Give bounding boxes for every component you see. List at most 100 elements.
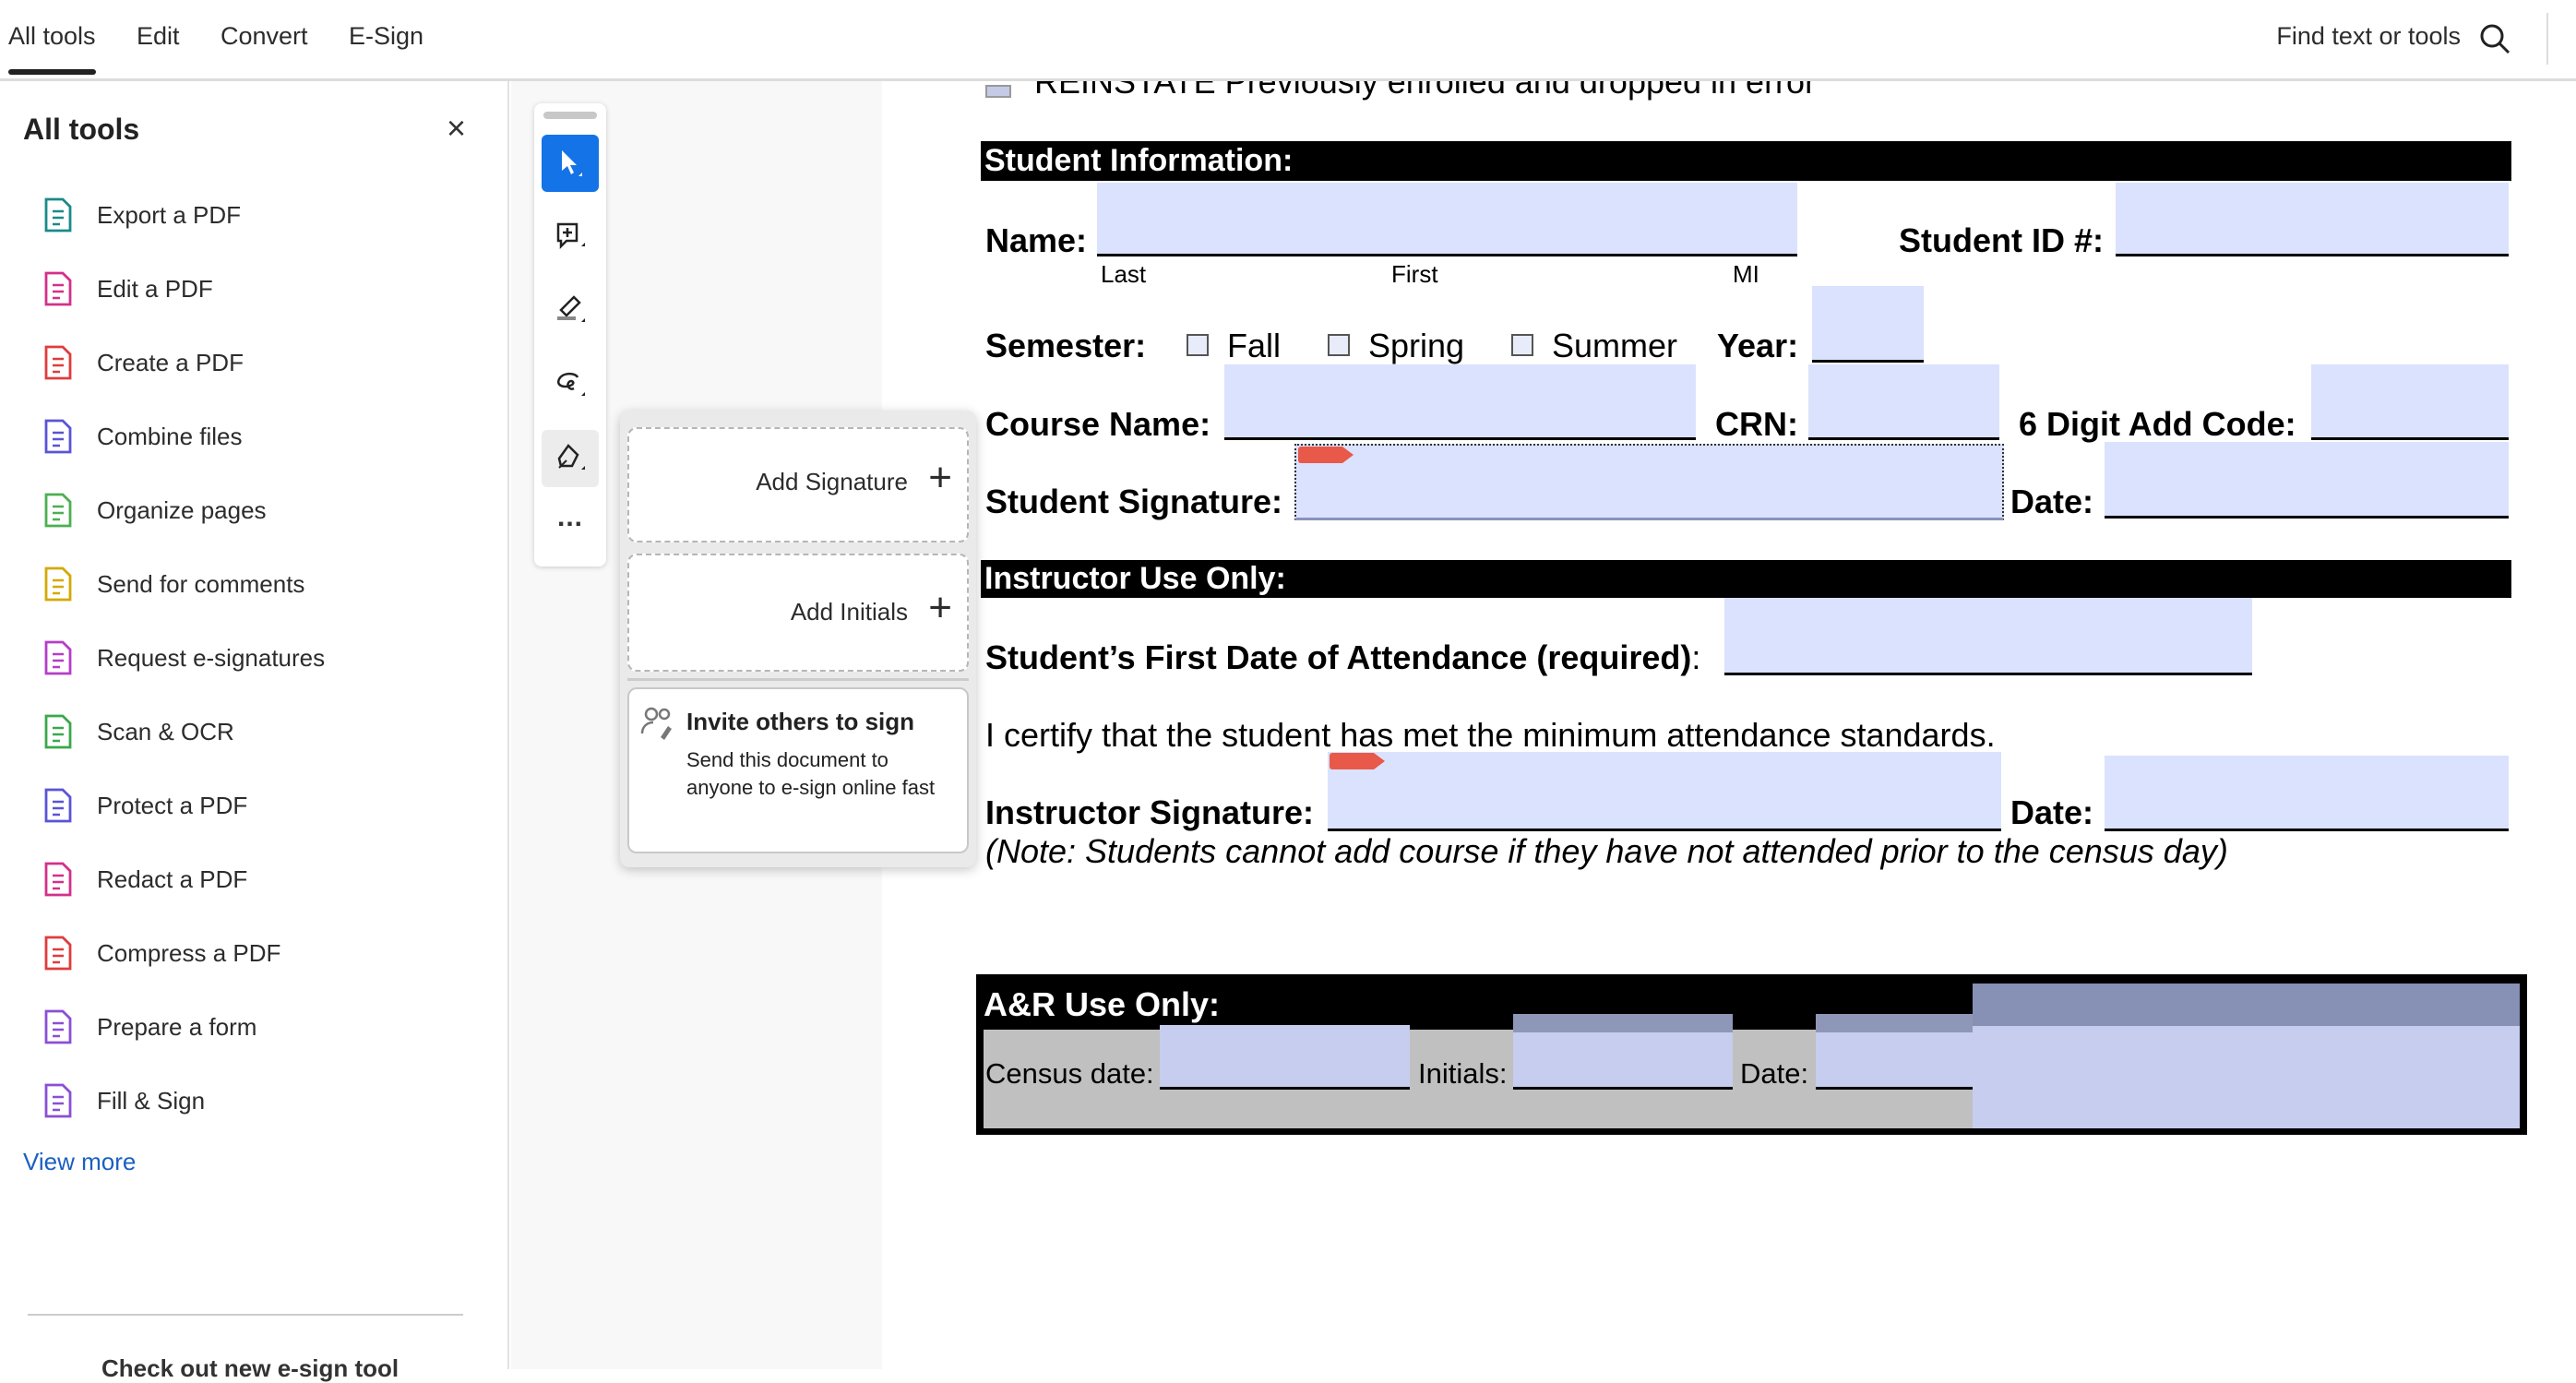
plus-icon: + bbox=[928, 455, 952, 500]
tool-item-create-a-pdf[interactable]: Create a PDF bbox=[41, 335, 244, 390]
tool-item-export-a-pdf[interactable]: Export a PDF bbox=[41, 187, 241, 243]
top-nav-bar: All tools Edit Convert E-Sign Find text … bbox=[0, 0, 2576, 81]
lasso-draw-icon bbox=[556, 372, 585, 396]
ar-extra-field[interactable] bbox=[1973, 984, 2520, 1128]
divider bbox=[2546, 13, 2548, 65]
summer-option[interactable]: Summer bbox=[1511, 327, 1677, 365]
tool-item-protect-a-pdf[interactable]: Protect a PDF bbox=[41, 778, 247, 833]
tool-item-combine-files[interactable]: Combine files bbox=[41, 409, 243, 464]
sign-here-tag bbox=[1298, 447, 1354, 463]
organize-pages-icon bbox=[41, 492, 76, 529]
export-pdf-icon bbox=[41, 197, 76, 233]
edit-pdf-icon bbox=[41, 270, 76, 307]
highlighter-icon bbox=[557, 295, 585, 322]
tool-item-send-for-comments[interactable]: Send for comments bbox=[41, 556, 304, 612]
tool-item-request-e-signatures[interactable]: Request e-signatures bbox=[41, 630, 325, 686]
spring-label: Spring bbox=[1368, 327, 1465, 364]
add-signature-button[interactable]: Add Signature + bbox=[627, 427, 969, 542]
initials-field[interactable] bbox=[1513, 1014, 1733, 1090]
tab-convert[interactable]: Convert bbox=[221, 22, 308, 50]
draw-tool-button[interactable] bbox=[542, 356, 599, 413]
pen-sign-icon bbox=[557, 444, 585, 470]
tool-item-label: Edit a PDF bbox=[97, 274, 213, 303]
certify-text: I certify that the student has met the m… bbox=[985, 716, 1996, 754]
ar-date-field[interactable] bbox=[1816, 1014, 1973, 1090]
close-icon[interactable]: × bbox=[447, 109, 467, 147]
fall-checkbox[interactable] bbox=[1187, 334, 1209, 357]
compress-pdf-icon bbox=[41, 935, 76, 972]
tab-all-tools[interactable]: All tools bbox=[8, 22, 96, 75]
tool-item-label: Create a PDF bbox=[97, 348, 244, 376]
tab-edit[interactable]: Edit bbox=[137, 22, 180, 50]
tab-e-sign[interactable]: E-Sign bbox=[349, 22, 424, 50]
tool-item-label: Redact a PDF bbox=[97, 864, 248, 893]
tool-item-label: Protect a PDF bbox=[97, 791, 248, 819]
more-tools-button[interactable]: ... bbox=[556, 502, 583, 532]
crn-field[interactable] bbox=[1808, 364, 1999, 440]
protect-pdf-icon bbox=[41, 787, 76, 824]
tool-item-label: Request e-signatures bbox=[97, 643, 326, 672]
tool-item-redact-a-pdf[interactable]: Redact a PDF bbox=[41, 852, 247, 907]
spring-option[interactable]: Spring bbox=[1328, 327, 1464, 365]
tool-item-fill-sign[interactable]: Fill & Sign bbox=[41, 1073, 205, 1128]
reinstate-checkbox[interactable] bbox=[985, 85, 1011, 98]
invite-description: Send this document to anyone to e-sign o… bbox=[686, 748, 936, 799]
census-field[interactable] bbox=[1160, 1025, 1410, 1090]
add-comment-button[interactable] bbox=[542, 209, 599, 266]
cursor-icon bbox=[562, 150, 582, 176]
drag-handle[interactable] bbox=[543, 112, 597, 119]
tool-item-edit-a-pdf[interactable]: Edit a PDF bbox=[41, 261, 213, 316]
tool-item-prepare-a-form[interactable]: Prepare a form bbox=[41, 999, 256, 1055]
initials-label: Initials: bbox=[1418, 1057, 1508, 1090]
panel-title: All tools bbox=[23, 113, 140, 146]
ar-box: A&R Use Only: Census date: Initials: Dat… bbox=[976, 974, 2527, 1135]
mi-label: MI bbox=[1733, 260, 1759, 288]
search-icon[interactable] bbox=[2478, 22, 2511, 55]
tool-item-organize-pages[interactable]: Organize pages bbox=[41, 483, 267, 538]
select-tool-button[interactable] bbox=[542, 135, 599, 192]
invite-users-icon bbox=[640, 707, 672, 740]
find-text-button[interactable]: Find text or tools bbox=[2276, 22, 2461, 50]
student-id-field[interactable] bbox=[2116, 183, 2509, 256]
send-comments-icon bbox=[41, 566, 76, 602]
tool-item-compress-a-pdf[interactable]: Compress a PDF bbox=[41, 925, 280, 981]
ar-date-label: Date: bbox=[1740, 1057, 1809, 1090]
summer-checkbox[interactable] bbox=[1511, 334, 1533, 357]
instructor-date-field[interactable] bbox=[2105, 756, 2509, 831]
crn-label: CRN: bbox=[1715, 405, 1798, 443]
instructor-signature-field[interactable] bbox=[1328, 752, 2001, 831]
fall-option[interactable]: Fall bbox=[1187, 327, 1281, 365]
invite-title: Invite others to sign bbox=[686, 708, 915, 735]
spring-checkbox[interactable] bbox=[1328, 334, 1350, 357]
all-tools-panel: All tools × Export a PDF Edit a PDF Create… bbox=[0, 81, 509, 1382]
tool-item-label: Organize pages bbox=[97, 495, 267, 524]
add-code-field[interactable] bbox=[2311, 364, 2509, 440]
tool-item-label: Prepare a form bbox=[97, 1012, 257, 1041]
fall-label: Fall bbox=[1227, 327, 1282, 364]
date-label: Date: bbox=[2010, 793, 2094, 831]
year-label: Year: bbox=[1717, 327, 1799, 364]
add-signature-label: Add Signature bbox=[756, 468, 908, 495]
sign-tool-button[interactable] bbox=[542, 430, 599, 487]
student-signature-field[interactable] bbox=[1294, 444, 2004, 520]
last-label: Last bbox=[1101, 260, 1147, 288]
student-date-field[interactable] bbox=[2105, 442, 2509, 519]
course-name-field[interactable] bbox=[1224, 364, 1696, 440]
add-initials-label: Add Initials bbox=[790, 598, 908, 626]
tool-item-label: Export a PDF bbox=[97, 200, 242, 229]
pdf-page: REINSTATE Previously enrolled and droppe… bbox=[882, 81, 2576, 1369]
year-field[interactable] bbox=[1812, 286, 1924, 363]
divider bbox=[28, 1314, 463, 1316]
highlight-tool-button[interactable] bbox=[542, 282, 599, 340]
ar-header: A&R Use Only: bbox=[984, 985, 1221, 1023]
student-signature-label: Student Signature: bbox=[985, 483, 1282, 520]
first-date-label: Student’s First Date of Attendance (requ… bbox=[985, 638, 1692, 676]
tool-item-scan-ocr[interactable]: Scan & OCR bbox=[41, 704, 234, 759]
colon: : bbox=[1691, 638, 1701, 676]
first-date-field[interactable] bbox=[1724, 598, 2252, 675]
course-name-label: Course Name: bbox=[985, 405, 1211, 443]
add-initials-button[interactable]: Add Initials + bbox=[627, 554, 969, 672]
name-field[interactable] bbox=[1097, 183, 1797, 256]
invite-others-button[interactable]: Invite others to sign Send this document… bbox=[627, 687, 969, 853]
view-more-link[interactable]: View more bbox=[23, 1148, 137, 1175]
